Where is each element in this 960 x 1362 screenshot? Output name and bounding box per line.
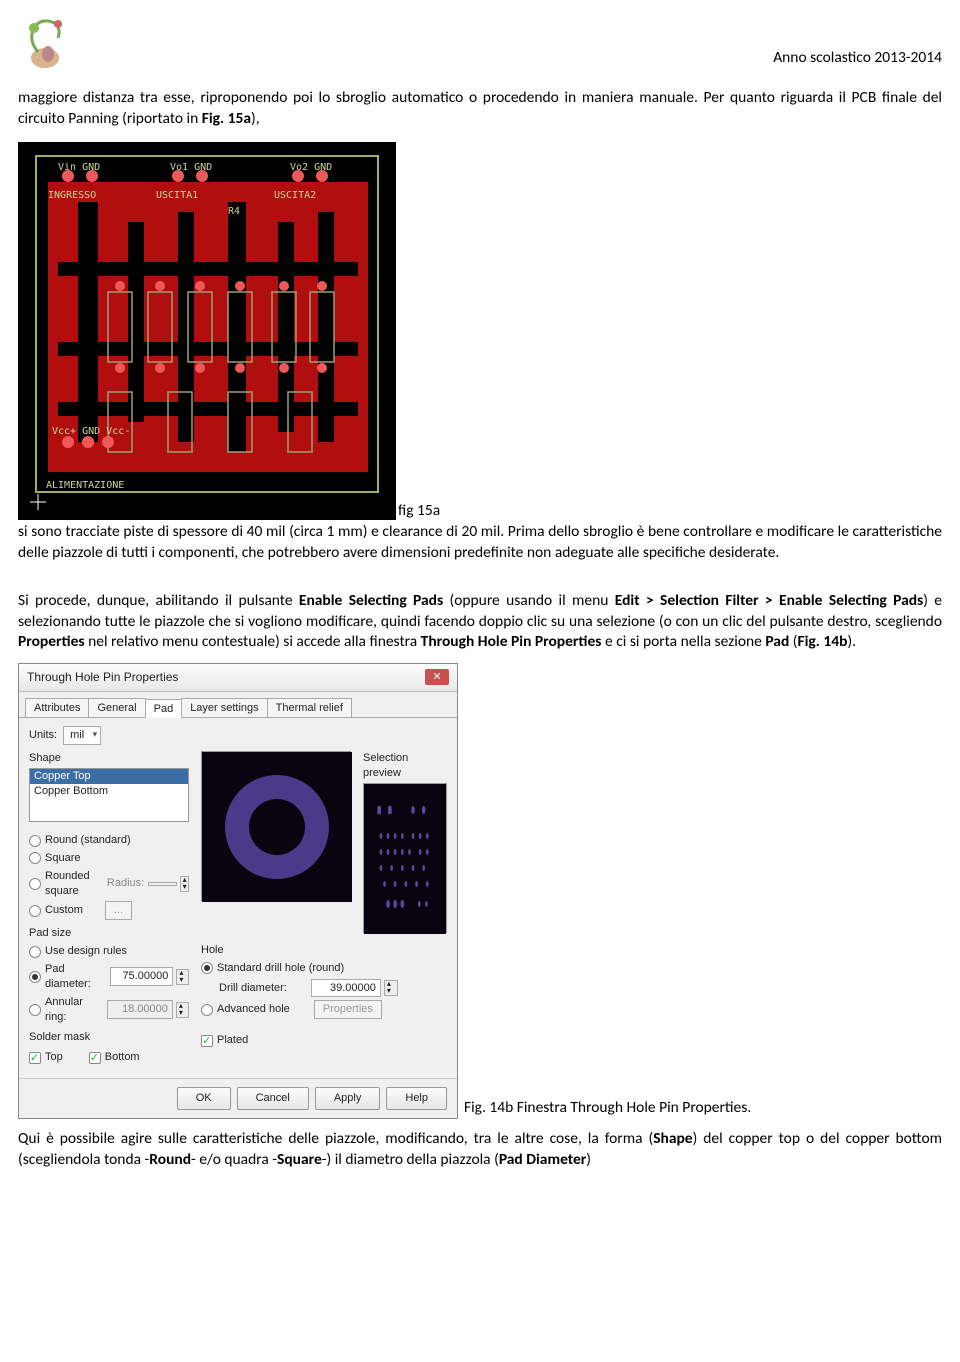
tasfwer: Round (standard) [45, 833, 131, 848]
units-label: Units: [29, 728, 57, 743]
svg-text:Vo2 GND: Vo2 GND [290, 162, 332, 173]
ok-button[interactable]: OK [177, 1087, 231, 1110]
paragraph-1: maggiore distanza tra esse, riproponendo… [18, 88, 942, 130]
shape-label: Shape [29, 751, 189, 766]
dialog-titlebar: Through Hole Pin Properties ✕ [19, 664, 457, 691]
layer-item-bottom[interactable]: Copper Bottom [30, 784, 188, 799]
shape-preview [201, 751, 351, 901]
radius-label: Radius: [107, 876, 144, 891]
svg-text:INGRESSO: INGRESSO [48, 190, 96, 201]
svg-text:Vin GND: Vin GND [58, 162, 100, 173]
cancel-button[interactable]: Cancel [237, 1087, 309, 1110]
custom-ellipsis-button[interactable]: ... [105, 901, 132, 920]
radio-advanced-hole[interactable] [201, 1004, 213, 1016]
logo-image [18, 10, 72, 70]
pad-size-label: Pad size [29, 926, 189, 941]
annular-input: 18.00000 [107, 1000, 173, 1019]
solder-mask-label: Solder mask [29, 1030, 189, 1045]
svg-text:USCITA1: USCITA1 [156, 190, 198, 201]
pad-diameter-input[interactable]: 75.00000 [110, 967, 173, 986]
drill-diameter-spinner[interactable] [384, 980, 398, 996]
dialog-tabs: Attributes General Pad Layer settings Th… [19, 692, 457, 718]
radio-pad-diameter[interactable] [29, 971, 41, 983]
radio-round[interactable] [29, 835, 41, 847]
checkbox-top[interactable] [29, 1052, 41, 1064]
dialog-title: Through Hole Pin Properties [27, 669, 178, 685]
layer-item-top[interactable]: Copper Top [30, 769, 188, 784]
tab-layer-settings[interactable]: Layer settings [181, 698, 267, 718]
svg-text:ALIMENTAZIONE: ALIMENTAZIONE [46, 480, 124, 491]
tab-general[interactable]: General [88, 698, 145, 718]
fig-14b-row: Through Hole Pin Properties ✕ Attributes… [18, 663, 942, 1119]
hole-properties-button[interactable]: Properties [314, 1000, 382, 1019]
dialog-button-row: OK Cancel Apply Help [19, 1078, 457, 1118]
page-header: Anno scolastico 2013-2014 [18, 10, 942, 70]
tab-pad[interactable]: Pad [145, 699, 183, 719]
svg-text:R4: R4 [228, 206, 240, 217]
svg-text:Vcc+ GND Vcc-: Vcc+ GND Vcc- [52, 426, 130, 437]
paragraph-3: Si procede, dunque, abilitando il pulsan… [18, 591, 942, 654]
radius-spinner [180, 876, 189, 892]
pad-diameter-spinner[interactable] [176, 969, 189, 985]
dialog-body: Units: mil Shape Copper Top Copper Botto… [19, 717, 457, 1078]
radio-rounded-square[interactable] [29, 878, 41, 890]
drill-diameter-label: Drill diameter: [219, 981, 287, 996]
svg-text:Vo1 GND: Vo1 GND [170, 162, 212, 173]
tab-thermal-relief[interactable]: Thermal relief [267, 698, 352, 718]
radio-custom[interactable] [29, 905, 41, 917]
properties-dialog: Through Hole Pin Properties ✕ Attributes… [18, 663, 458, 1119]
svg-text:USCITA2: USCITA2 [274, 190, 316, 201]
selection-preview [363, 783, 447, 933]
para1-text: maggiore distanza tra esse, riproponendo… [18, 88, 942, 128]
radius-input [148, 882, 176, 886]
tab-attributes[interactable]: Attributes [25, 698, 89, 718]
units-select[interactable]: mil [63, 726, 101, 745]
radio-annular-ring[interactable] [29, 1004, 41, 1016]
radio-use-design-rules[interactable] [29, 946, 41, 958]
school-year: Anno scolastico 2013-2014 [773, 10, 942, 69]
paragraph-4: Qui è possibile agire sulle caratteristi… [18, 1129, 942, 1171]
pcb-svg: Vin GND Vo1 GND Vo2 GND INGRESSO USCITA1… [18, 142, 396, 520]
layer-listbox[interactable]: Copper Top Copper Bottom [29, 768, 189, 822]
para1-figref: Fig. 15a [202, 109, 251, 128]
paragraph-2: si sono tracciate piste di spessore di 4… [18, 522, 942, 564]
fig14b-caption: Fig. 14b Finestra Through Hole Pin Prope… [464, 1098, 751, 1119]
hole-label: Hole [201, 943, 447, 958]
help-button[interactable]: Help [386, 1087, 447, 1110]
selection-preview-label: Selection preview [363, 751, 447, 781]
apply-button[interactable]: Apply [315, 1087, 381, 1110]
pcb-figure: Vin GND Vo1 GND Vo2 GND INGRESSO USCITA1… [18, 142, 396, 520]
close-icon[interactable]: ✕ [425, 669, 449, 685]
fig-15a-row: Vin GND Vo1 GND Vo2 GND INGRESSO USCITA1… [18, 136, 942, 522]
drill-diameter-input[interactable]: 39.00000 [311, 979, 381, 998]
para1-tail: ), [251, 109, 260, 128]
radio-standard-drill[interactable] [201, 962, 213, 974]
fig15a-caption: fig 15a [398, 501, 440, 522]
checkbox-plated[interactable] [201, 1035, 213, 1047]
annular-spinner [176, 1002, 189, 1018]
radio-square[interactable] [29, 852, 41, 864]
checkbox-bottom[interactable] [89, 1052, 101, 1064]
